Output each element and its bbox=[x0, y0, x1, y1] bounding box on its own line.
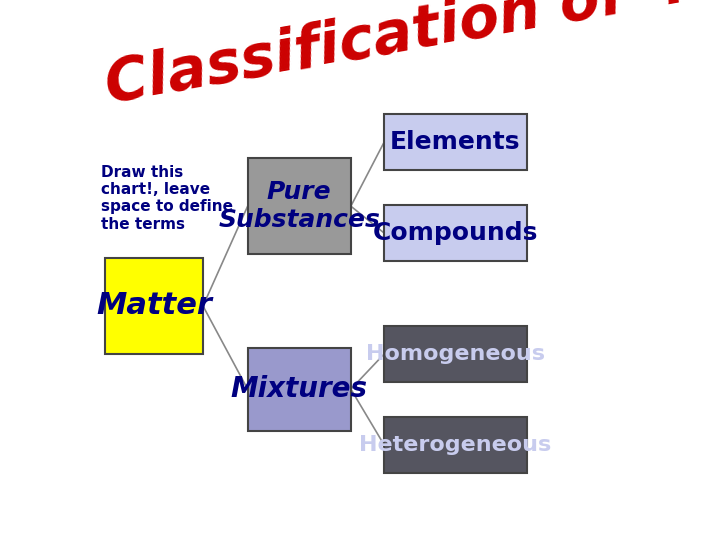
Text: Mixtures: Mixtures bbox=[230, 375, 368, 403]
Text: Matter: Matter bbox=[96, 292, 212, 320]
Text: Homogeneous: Homogeneous bbox=[366, 344, 545, 364]
FancyBboxPatch shape bbox=[384, 326, 526, 382]
FancyBboxPatch shape bbox=[384, 417, 526, 474]
FancyBboxPatch shape bbox=[384, 205, 526, 261]
Text: Elements: Elements bbox=[390, 130, 521, 154]
FancyBboxPatch shape bbox=[384, 113, 526, 170]
Text: Draw this
chart!, leave
space to define
the terms: Draw this chart!, leave space to define … bbox=[101, 165, 233, 232]
Text: Pure
Substances: Pure Substances bbox=[218, 180, 380, 232]
FancyBboxPatch shape bbox=[105, 258, 203, 354]
FancyBboxPatch shape bbox=[248, 348, 351, 431]
Text: Classification of  Matter: Classification of Matter bbox=[101, 0, 720, 114]
Text: Heterogeneous: Heterogeneous bbox=[359, 435, 552, 455]
FancyBboxPatch shape bbox=[248, 158, 351, 254]
Text: Compounds: Compounds bbox=[373, 221, 538, 245]
